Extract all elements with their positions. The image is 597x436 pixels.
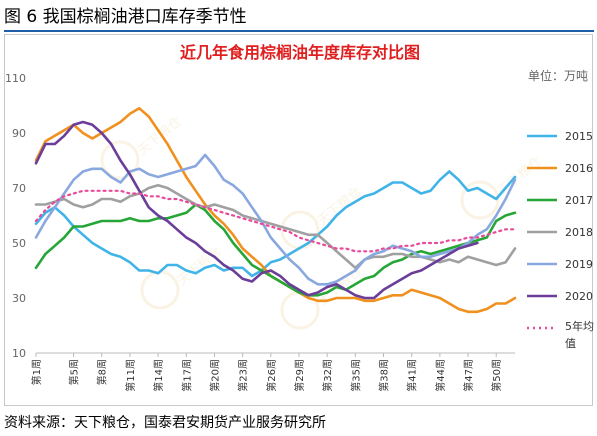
source-note: 资料来源：天下粮仓，国泰君安期货产业服务研究所 — [4, 415, 326, 431]
x-tick-label: 第17周 — [180, 359, 193, 392]
watermark-circle — [460, 180, 500, 220]
y-tick-label: 10 — [12, 347, 26, 360]
y-tick-label: 50 — [12, 237, 26, 250]
x-tick-label: 第41周 — [406, 359, 419, 392]
x-tick-label: 第11周 — [124, 359, 137, 392]
title-underline — [4, 30, 594, 32]
x-tick-label: 第35周 — [349, 359, 362, 392]
x-tick-label: 第38周 — [378, 359, 391, 392]
axes: 10 30 50 70 90 110 第1周 第5周 第8周 第11周 第14周 第17周 第20周 第2… — [5, 72, 515, 392]
legend-label: 5年均 — [565, 319, 594, 333]
series-line-5年均值 — [34, 189, 517, 253]
unit-label: 单位：万吨 — [528, 68, 588, 83]
watermark-text: 天下粮仓 — [315, 184, 364, 229]
series-line-2017 — [34, 203, 517, 297]
y-tick-label: 30 — [12, 292, 26, 305]
legend-label: 2020 — [565, 290, 593, 303]
x-tick-label: 第47周 — [462, 359, 475, 392]
y-tick-label: 90 — [12, 127, 26, 140]
x-tick-label: 第5周 — [68, 359, 81, 385]
x-tick-label: 第26周 — [265, 359, 278, 392]
watermark-icon: 天下粮仓 — [140, 244, 224, 310]
watermark-circle — [100, 140, 140, 180]
x-tick-label: 第1周 — [30, 359, 43, 385]
series-line-2020 — [34, 120, 479, 300]
legend-label-cont: 值 — [565, 337, 576, 350]
x-tick-label: 第14周 — [152, 359, 165, 392]
legend-label: 2016 — [565, 162, 593, 175]
chart-title: 近几年食用棕榈油年度库存对比图 — [180, 43, 420, 62]
series-lines — [34, 107, 517, 314]
x-tick-label: 第8周 — [96, 359, 109, 385]
watermark-circle — [140, 270, 180, 310]
series-line-2015 — [34, 170, 517, 278]
x-tick-label: 第20周 — [208, 359, 221, 392]
watermark-icon: 天下粮仓 — [100, 114, 184, 180]
x-tick-label: 第29周 — [293, 359, 306, 392]
series-line-2018 — [34, 184, 517, 270]
watermark-text: 天下粮仓 — [135, 114, 184, 159]
x-tick-label: 第44周 — [434, 359, 447, 392]
legend-label: 2015 — [565, 130, 593, 143]
y-tick-label: 110 — [5, 72, 26, 85]
chart-frame — [4, 34, 593, 406]
legend-label: 2018 — [565, 226, 593, 239]
legend-label: 2017 — [565, 194, 593, 207]
y-tick-label: 70 — [12, 182, 26, 195]
watermark-icon: 天下粮仓 — [460, 154, 544, 220]
x-tick-label: 第32周 — [321, 359, 334, 392]
x-tick-label: 第50周 — [490, 359, 503, 392]
series-line-2019 — [34, 153, 517, 286]
x-tick-label: 第23周 — [237, 359, 250, 392]
legend-label: 2019 — [565, 258, 593, 271]
watermark-circle — [280, 290, 320, 330]
figure-title: 图 6 我国棕榈油港口库存季节性 — [4, 7, 247, 27]
